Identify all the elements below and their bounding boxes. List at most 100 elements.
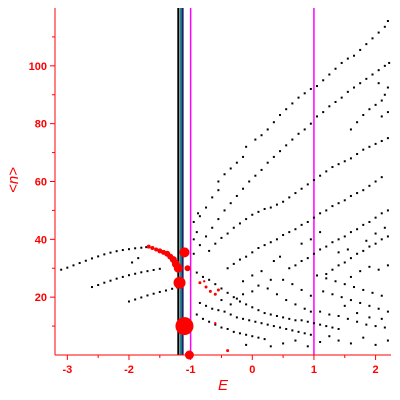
- data-point: [359, 82, 362, 85]
- data-point: [257, 309, 260, 312]
- data-point: [254, 174, 257, 177]
- data-point: [260, 270, 263, 273]
- vertical-lines: [177, 8, 315, 355]
- data-point: [208, 278, 211, 281]
- data-point: [380, 115, 383, 118]
- data-point: [279, 113, 282, 116]
- data-point: [245, 303, 248, 306]
- data-point: [331, 293, 334, 296]
- data-point: [285, 144, 288, 147]
- data-point: [140, 271, 143, 274]
- data-point: [349, 299, 352, 302]
- data-point: [337, 238, 340, 241]
- data-point: [242, 280, 245, 283]
- data-point: [291, 283, 294, 286]
- data-point: [340, 61, 343, 64]
- data-point: [229, 167, 232, 170]
- data-point: [380, 238, 383, 241]
- data-point: [238, 258, 241, 261]
- data-point: [349, 342, 352, 345]
- data-point: [223, 173, 226, 176]
- data-point: [309, 122, 312, 125]
- data-point: [90, 286, 93, 289]
- data-point: [368, 316, 371, 319]
- data-point: [306, 345, 309, 348]
- data-point: [226, 267, 229, 270]
- data-point: [325, 245, 328, 248]
- data-point: [386, 310, 389, 313]
- data-point: [288, 267, 291, 270]
- data-point: [362, 336, 365, 339]
- data-point: [205, 235, 208, 238]
- data-point: [380, 140, 383, 143]
- data-point: [145, 246, 148, 249]
- data-point: [356, 153, 359, 156]
- data-point: [312, 216, 315, 219]
- data-point: [217, 218, 220, 221]
- data-point: [279, 150, 282, 153]
- data-point: [359, 270, 362, 273]
- data-point: [211, 196, 214, 199]
- data-point: [291, 138, 294, 141]
- data-point: [214, 242, 217, 245]
- data-point: [229, 313, 232, 316]
- data-point: [248, 180, 251, 183]
- data-point: [319, 174, 322, 177]
- data-point: [205, 304, 208, 307]
- highlight-points: [146, 244, 230, 360]
- data-point: [337, 327, 340, 330]
- highlight-point: [214, 321, 217, 325]
- data-point: [195, 313, 198, 316]
- data-point: [294, 319, 297, 322]
- data-point: [377, 307, 380, 310]
- data-point: [309, 333, 312, 336]
- data-point: [362, 223, 365, 226]
- data-point: [260, 168, 263, 171]
- data-point: [346, 317, 349, 320]
- data-point: [343, 261, 346, 264]
- axes: -3 -2 -1 0 1 2 20 40 60 80 100: [29, 8, 391, 376]
- data-point: [195, 271, 198, 274]
- data-point: [282, 316, 285, 319]
- data-point: [254, 320, 257, 323]
- data-point: [146, 294, 149, 297]
- data-point: [282, 233, 285, 236]
- data-point: [201, 275, 204, 278]
- data-point: [60, 268, 63, 271]
- data-point: [294, 228, 297, 231]
- data-point: [84, 259, 87, 262]
- data-point: [328, 313, 331, 316]
- y-tick-label: 100: [29, 61, 47, 73]
- data-point: [238, 332, 241, 335]
- x-axis-title: E: [218, 377, 229, 394]
- data-point: [319, 248, 322, 251]
- data-point: [380, 317, 383, 320]
- data-point: [374, 232, 377, 235]
- data-point: [164, 289, 167, 292]
- highlight-point: [150, 246, 155, 251]
- data-point: [294, 339, 297, 342]
- data-point: [356, 252, 359, 255]
- data-point: [235, 161, 238, 164]
- data-point: [365, 77, 368, 80]
- data-point: [266, 161, 269, 164]
- data-point: [220, 236, 223, 239]
- data-point: [316, 274, 319, 277]
- data-point: [303, 128, 306, 131]
- data-point: [371, 291, 374, 294]
- data-point: [226, 232, 229, 235]
- data-point: [257, 247, 260, 250]
- data-point: [137, 257, 140, 260]
- data-point: [386, 339, 389, 342]
- data-point: [356, 121, 359, 124]
- data-point: [263, 207, 266, 210]
- data-point: [377, 268, 380, 271]
- data-point: [319, 212, 322, 215]
- data-point: [374, 325, 377, 328]
- data-point: [374, 103, 377, 106]
- data-point: [343, 304, 346, 307]
- data-point: [208, 249, 211, 252]
- data-point: [220, 287, 223, 290]
- data-point: [223, 310, 226, 313]
- data-point: [386, 235, 389, 238]
